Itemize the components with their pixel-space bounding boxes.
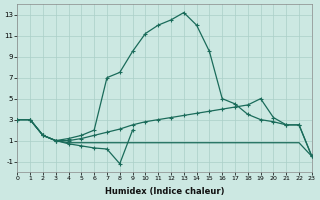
X-axis label: Humidex (Indice chaleur): Humidex (Indice chaleur) <box>105 187 224 196</box>
